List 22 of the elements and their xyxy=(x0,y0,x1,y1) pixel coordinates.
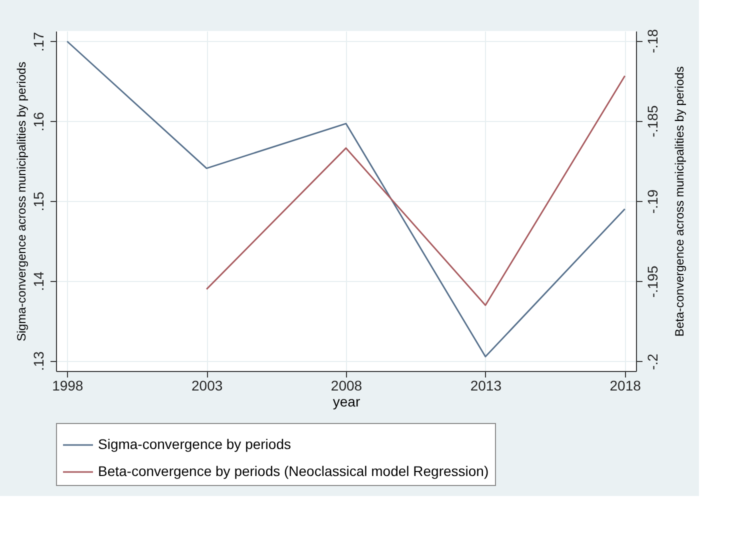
y-tick-label: .15 xyxy=(30,192,46,212)
line-series xyxy=(66,40,626,358)
y2-tick-label: -.2 xyxy=(644,353,660,370)
y-axis-title: Sigma-convergence across municipalities by periods xyxy=(14,62,28,342)
y-tick-label: .14 xyxy=(30,271,46,292)
y2-tick-label: -.195 xyxy=(644,266,660,298)
y2-axis-title: Beta-convergence across municipalities by periods xyxy=(672,66,686,337)
y-tick-label: .16 xyxy=(30,112,46,132)
x-tick-label: 2003 xyxy=(192,378,223,394)
y2-tick-label: -.185 xyxy=(644,105,660,138)
x-tick-label: 2018 xyxy=(610,378,642,394)
x-axis-title: year xyxy=(332,394,360,410)
y2-tick-label: -.19 xyxy=(644,189,660,214)
x-tick-label: 2008 xyxy=(330,378,362,394)
x-tick-label: 1998 xyxy=(52,378,84,394)
y-tick-label: .13 xyxy=(30,351,46,371)
legend-label: Sigma-convergence by periods xyxy=(98,436,291,452)
x-tick-label: 2013 xyxy=(470,378,502,394)
y2-tick-label: -.18 xyxy=(644,28,660,54)
legend-label: Beta-convergence by periods (Neoclassical model Regression) xyxy=(98,463,489,479)
line-series xyxy=(206,75,626,306)
y-tick-label: .17 xyxy=(30,32,46,52)
